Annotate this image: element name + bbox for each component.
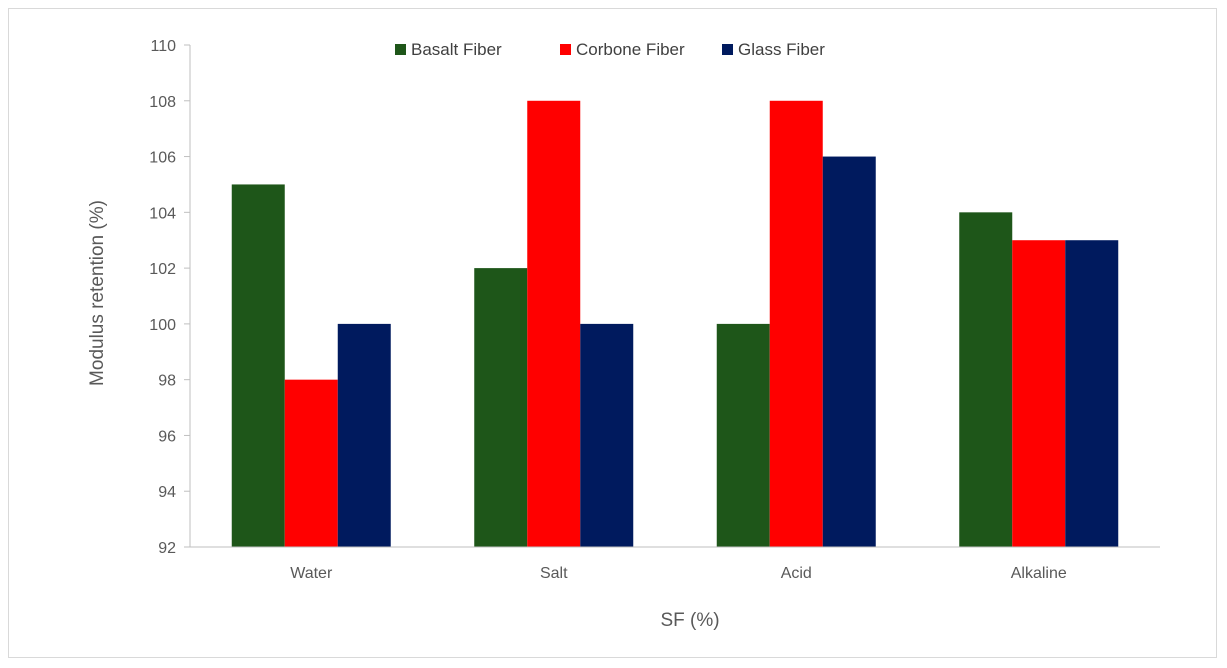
bars [231,100,1119,548]
y-tick-label: 96 [158,428,176,445]
legend-swatch-basalt-fiber [395,44,406,55]
x-tick-label: Salt [540,565,568,582]
y-tick-label: 106 [149,150,176,167]
legend: Basalt Fiber Corbone Fiber Glass Fiber [395,40,825,59]
y-tick-labels: 92 94 96 98 100 102 104 106 108 110 [149,38,176,557]
y-tick-label: 108 [149,94,176,111]
x-tick-label: Alkaline [1011,565,1067,582]
legend-label: Glass Fiber [738,40,825,59]
bar-glass-fiber-water [337,323,391,547]
legend-swatch-corbone-fiber [560,44,571,55]
y-tick-label: 94 [158,484,176,501]
x-tick-labels: Water Salt Acid Alkaline [290,565,1067,582]
bar-glass-fiber-acid [822,156,876,548]
bar-corbone-fiber-alkaline [1012,240,1066,547]
y-tick-label: 102 [149,261,176,278]
y-tick-label: 98 [158,373,176,390]
y-tick-label: 92 [158,540,176,557]
bar-basalt-fiber-water [231,184,285,547]
bar-basalt-fiber-salt [474,268,528,547]
y-tick-label: 100 [149,317,176,334]
bar-glass-fiber-salt [580,323,634,547]
bar-corbone-fiber-acid [769,100,823,548]
x-axis-title: SF (%) [660,610,719,631]
bar-corbone-fiber-water [284,379,338,547]
y-axis [184,44,191,548]
legend-swatch-glass-fiber [722,44,733,55]
x-tick-label: Water [290,565,333,582]
x-tick-label: Acid [781,565,812,582]
y-tick-label: 110 [150,38,176,55]
bar-basalt-fiber-acid [716,323,770,547]
bar-basalt-fiber-alkaline [959,212,1013,548]
y-axis-title: Modulus retention (%) [87,200,108,386]
y-tick-label: 104 [149,205,176,222]
bar-corbone-fiber-salt [527,100,581,548]
legend-label: Corbone Fiber [576,40,685,59]
bar-glass-fiber-alkaline [1065,240,1119,547]
legend-label: Basalt Fiber [411,40,502,59]
